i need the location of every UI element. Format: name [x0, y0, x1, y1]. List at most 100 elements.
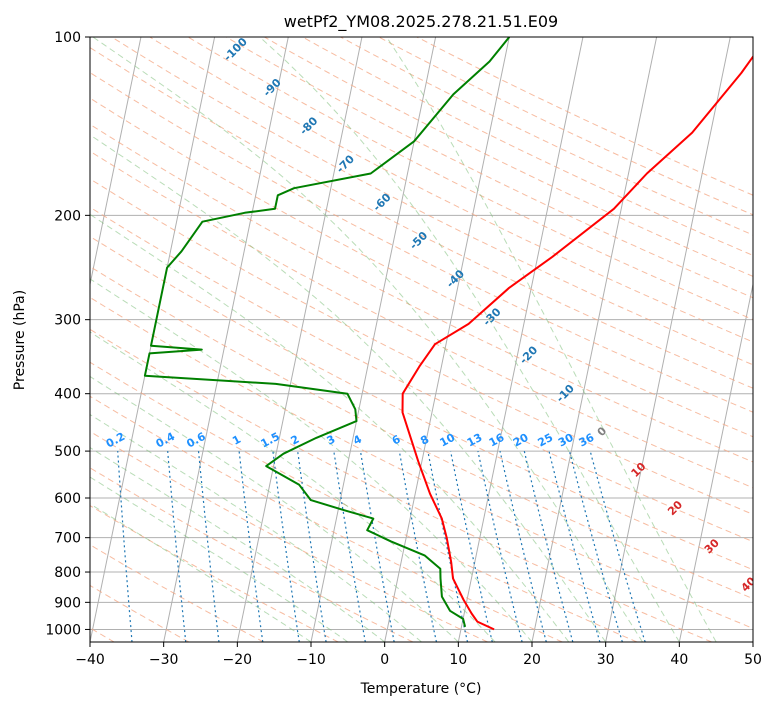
- x-tick-label: −20: [223, 652, 253, 668]
- mixing-ratio-label: 8: [418, 433, 431, 448]
- mixing-ratio-line: [117, 451, 133, 642]
- dry-adiabat-30: [90, 361, 638, 642]
- moist-adiabat-20: [90, 278, 533, 642]
- mixing-ratio-line: [359, 451, 395, 642]
- y-axis-title: Pressure (hPa): [12, 290, 28, 390]
- dry-adiabat-150: [111, 37, 753, 366]
- dry-adiabat-label: -20: [517, 343, 540, 366]
- mixing-ratio-label: 20: [511, 431, 531, 450]
- dry-adiabat-130: [90, 72, 753, 413]
- mixing-ratio-line: [589, 450, 646, 642]
- moist-adiabats: [90, 37, 717, 642]
- dry-adiabat-label: 10: [629, 460, 649, 480]
- isotherm-20: [531, 37, 658, 642]
- x-axis-title: Temperature (°C): [360, 681, 482, 697]
- dry-adiabat-40: [90, 328, 712, 642]
- dry-adiabat-label: -30: [480, 305, 503, 328]
- dry-adiabat-label: 20: [665, 498, 685, 518]
- isotherm-0: [384, 37, 510, 642]
- y-tick-label: 700: [54, 531, 81, 547]
- mixing-ratio-line: [499, 450, 547, 642]
- y-tick-label: 600: [54, 491, 81, 507]
- dry-adiabats: [90, 37, 753, 642]
- isotherm-30: [605, 37, 731, 642]
- moist-adiabat-40: [259, 37, 680, 642]
- plot-area: 0.1 0.2 0.4 0.6 1 1.5 2 3 4 6 8 10 13 16 20 25 30 36-100-…: [90, 35, 759, 642]
- y-tick-label: 400: [54, 387, 81, 403]
- isotherm-50: [752, 639, 753, 642]
- isotherm--30: [163, 37, 289, 642]
- isotherm--50: [90, 37, 142, 287]
- dry-adiabat-20: [90, 395, 563, 642]
- mixing-ratio-label: 0.4: [154, 430, 178, 451]
- moist-adiabat-30: [90, 134, 607, 642]
- moist-adiabat-45: [386, 37, 717, 642]
- dry-adiabat-110: [90, 123, 753, 463]
- dry-adiabat-label: -40: [444, 267, 467, 290]
- moist-adiabat--5: [90, 476, 349, 642]
- y-tick-label: 100: [54, 30, 81, 46]
- mixing-ratio-line: [477, 450, 523, 642]
- dry-adiabat-label: 30: [702, 536, 722, 556]
- isotherm--20: [236, 37, 363, 642]
- dry-adiabat-80: [90, 206, 753, 543]
- x-tick-label: 30: [597, 652, 615, 668]
- mixing-ratio-line: [523, 450, 574, 642]
- dry-adiabat-230: [416, 37, 753, 196]
- mixing-ratio-label: 1.5: [259, 430, 282, 451]
- y-tick-label: 800: [54, 565, 81, 581]
- mixing-ratio-line: [333, 451, 366, 642]
- mixing-ratio-line: [568, 450, 623, 642]
- moist-adiabat-15: [90, 331, 496, 642]
- dry-adiabat--10: [90, 504, 339, 642]
- isotherm-10: [457, 37, 584, 642]
- mixing-ratio-label: 0.6: [184, 430, 208, 451]
- x-tick-label: −10: [296, 652, 326, 668]
- dry-adiabat--30: [90, 584, 190, 642]
- profile-line-1: [143, 37, 511, 628]
- dry-adiabat-90: [90, 178, 753, 515]
- mixing-ratio-label: 3: [325, 433, 338, 448]
- dry-adiabat-0: [90, 467, 414, 642]
- profile-series: [143, 37, 753, 631]
- plot-frame: [89, 36, 754, 643]
- x-axis-ticks: −40 −30 −20 −10 0 10 20 30 40 50: [75, 642, 762, 668]
- isotherm-40: [678, 281, 753, 642]
- y-tick-label: 300: [54, 313, 81, 329]
- mixing-ratio-label: 10: [438, 431, 458, 450]
- dry-adiabat-label: -10: [554, 382, 577, 405]
- mixing-ratio-label: 36: [577, 431, 597, 450]
- profile-line-0: [401, 54, 753, 631]
- mixing-ratio-line: [548, 450, 601, 642]
- mixing-ratio-line: [427, 450, 469, 642]
- moist-adiabat-10: [90, 375, 459, 642]
- mixing-ratio-label: 6: [390, 432, 403, 447]
- moist-adiabat-25: [90, 213, 570, 642]
- dry-adiabat-label: 40: [739, 574, 759, 594]
- x-tick-label: −40: [75, 652, 105, 668]
- moist-adiabat-0: [90, 446, 385, 642]
- dry-adiabat-70: [90, 235, 753, 571]
- y-tick-label: 1000: [45, 622, 81, 638]
- y-tick-label: 200: [54, 208, 81, 224]
- x-tick-label: 50: [744, 652, 762, 668]
- dry-adiabat-label: -100: [221, 35, 250, 64]
- dry-adiabat-label: -60: [370, 191, 393, 214]
- x-tick-label: 40: [670, 652, 688, 668]
- moist-adiabat-35: [92, 37, 643, 642]
- dry-adiabat-label: -80: [297, 114, 320, 137]
- y-tick-label: 500: [54, 444, 81, 460]
- mixing-ratio-label: 0.2: [104, 430, 127, 451]
- dry-adiabat-180: [225, 37, 753, 299]
- chart-title: wetPf2_YM08.2025.278.21.51.E09: [284, 12, 558, 32]
- dry-adiabat-50: [90, 296, 753, 629]
- isobar-grid: [90, 37, 753, 630]
- dry-adiabat--20: [90, 544, 264, 642]
- mixing-ratio-label: 25: [536, 431, 556, 450]
- x-tick-label: 0: [380, 652, 389, 668]
- dry-adiabat-label: -90: [261, 76, 284, 99]
- mixing-ratio-line: [197, 451, 220, 642]
- mixing-ratio-line: [450, 450, 493, 642]
- x-tick-label: 10: [449, 652, 467, 668]
